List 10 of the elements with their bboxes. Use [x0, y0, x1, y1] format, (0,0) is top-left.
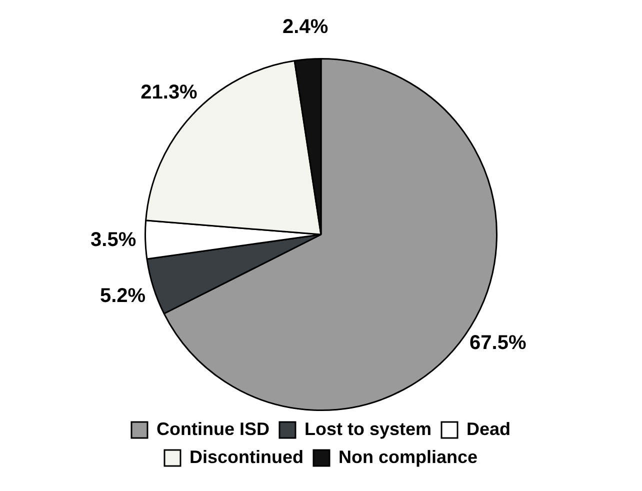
data-label: 3.5%: [90, 229, 136, 252]
legend-label: Continue ISD: [156, 418, 270, 439]
data-label: 2.4%: [282, 16, 328, 38]
data-label: 21.3%: [140, 81, 198, 104]
legend-label: Dead: [466, 418, 511, 439]
data-label: 5.2%: [100, 285, 146, 308]
data-label: 67.5%: [470, 332, 526, 354]
legend-label: Lost to system: [304, 418, 432, 439]
legend-label: Non compliance: [338, 446, 478, 467]
legend-label: Discontinued: [189, 446, 304, 467]
